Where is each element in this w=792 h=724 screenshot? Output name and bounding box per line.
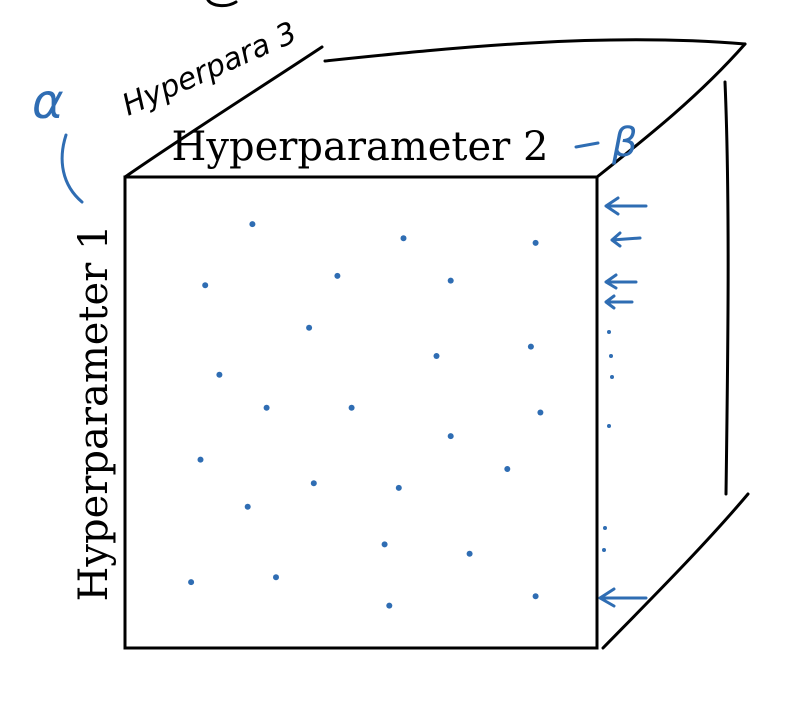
cube-bottom-right-edge bbox=[601, 492, 750, 650]
sample-point bbox=[381, 541, 388, 548]
projection-dot bbox=[607, 330, 611, 334]
projection-dots bbox=[602, 330, 614, 552]
sample-point bbox=[537, 409, 544, 416]
sample-point bbox=[348, 404, 355, 411]
sample-point bbox=[386, 602, 393, 609]
cube-top-right-edge bbox=[595, 42, 747, 179]
projection-dot bbox=[602, 548, 606, 552]
sample-point bbox=[188, 579, 195, 586]
alpha-bracket-stroke bbox=[60, 133, 84, 204]
projection-arrow-icon bbox=[610, 231, 642, 248]
sample-point bbox=[532, 593, 539, 600]
sample-point bbox=[504, 466, 511, 472]
sample-point bbox=[433, 353, 440, 359]
sample-point bbox=[310, 480, 317, 487]
cube-back-right-edge bbox=[723, 80, 730, 496]
axis-label-hyperparameter-1: Hyperparameter 1 bbox=[71, 225, 117, 602]
cut-off-title-stroke bbox=[206, 0, 238, 8]
projection-dot bbox=[610, 375, 614, 379]
sample-point bbox=[334, 272, 341, 279]
sample-point bbox=[466, 550, 473, 557]
projection-dot bbox=[609, 354, 613, 358]
sample-point bbox=[447, 277, 454, 284]
beta-dash-stroke bbox=[574, 141, 600, 149]
sample-point bbox=[244, 503, 251, 510]
alpha-handwritten: α bbox=[32, 74, 64, 130]
sample-point bbox=[263, 404, 270, 411]
random-sample-points bbox=[188, 221, 544, 609]
axis-label-hyperparameter-3-handwritten: Hyperpara 3 bbox=[117, 15, 302, 123]
sample-point bbox=[532, 239, 539, 246]
projection-arrow-icon bbox=[604, 273, 638, 290]
projection-arrow-icon bbox=[604, 294, 634, 310]
cube-top-back-edge bbox=[323, 38, 747, 63]
projection-dot bbox=[603, 526, 607, 530]
sample-point bbox=[395, 484, 402, 491]
sample-point bbox=[202, 282, 209, 289]
axis-label-hyperparameter-2: Hyperparameter 2 bbox=[172, 124, 549, 170]
sample-point bbox=[527, 343, 534, 350]
sample-point bbox=[306, 324, 313, 331]
projection-arrow-icon bbox=[604, 196, 648, 216]
beta-handwritten: β bbox=[611, 120, 638, 166]
sample-point bbox=[447, 433, 454, 440]
sample-point bbox=[216, 371, 223, 378]
projection-dot bbox=[607, 424, 611, 428]
cube-top-left-edge bbox=[123, 45, 324, 179]
projection-arrows bbox=[598, 196, 648, 608]
sample-point bbox=[273, 574, 279, 581]
sample-point bbox=[400, 235, 407, 242]
projection-arrow-icon bbox=[598, 587, 648, 608]
sample-point bbox=[197, 456, 204, 463]
cube-front-face bbox=[123, 175, 599, 650]
sample-point bbox=[249, 221, 256, 228]
